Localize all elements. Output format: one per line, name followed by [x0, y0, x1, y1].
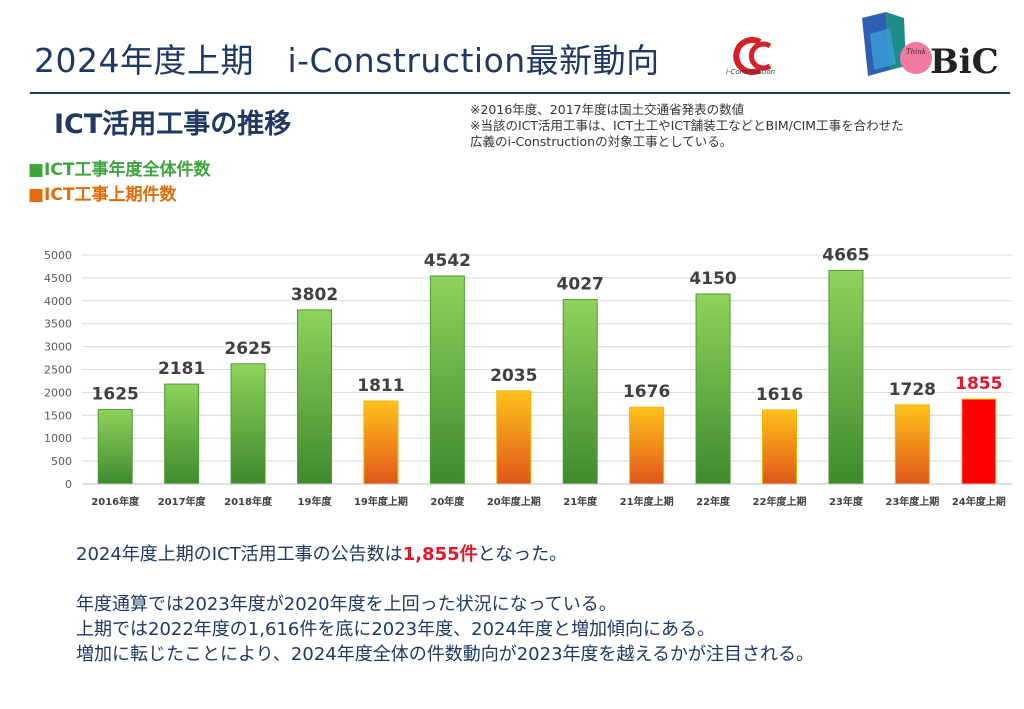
data-label: 4150: [689, 269, 736, 289]
chart-legend: ■ICT工事年度全体件数 ■ICT工事上期件数: [28, 158, 210, 208]
bar-annual: [297, 309, 332, 485]
bar-annual: [828, 269, 864, 485]
bar-annual: [695, 293, 731, 485]
x-tick-label: 23年度: [829, 495, 864, 508]
bic-logo: Think: [862, 12, 932, 76]
x-tick-label: 2017年度: [158, 495, 207, 508]
x-tick-label: 19年度: [298, 495, 333, 508]
bar-annual: [97, 409, 133, 485]
bar-annual: [562, 299, 598, 485]
bar-first_half: [496, 390, 532, 485]
page-title: 2024年度上期 i-Construction最新動向: [34, 41, 660, 80]
x-tick-label: 24年度上期: [952, 495, 1006, 508]
note-line-2: ※当該のICT活用工事は、ICT土工やICT舗装工などとBIM/CIM工事を合わ…: [470, 118, 904, 133]
y-tick-label: 1500: [44, 409, 72, 422]
data-label: 3802: [291, 285, 338, 305]
section-title: ICT活用工事の推移: [54, 109, 292, 140]
bar-first_half: [363, 400, 399, 485]
svg-text:Think: Think: [906, 48, 926, 56]
data-label: 1811: [357, 376, 404, 396]
bar-first_half: [762, 409, 797, 485]
bar-highlight: [961, 398, 997, 485]
source-note: ※2016年度、2017年度は国土交通省発表の数値 ※当該のICT活用工事は、I…: [470, 102, 1010, 150]
bar-annual: [429, 275, 465, 485]
summary-text: 2024年度上期のICT活用工事の公告数は1,855件となった。 年度通算では2…: [76, 542, 814, 667]
data-label: 2035: [490, 366, 537, 386]
x-tick-label: 20年度: [430, 495, 465, 508]
y-tick-label: 3000: [44, 341, 72, 354]
y-tick-label: 5000: [44, 249, 72, 262]
summary-highlight-count: 1,855件: [402, 544, 478, 565]
x-tick-label: 2016年度: [91, 495, 140, 508]
note-line-3: 広義のi-Constructionの対象工事としている。: [470, 134, 733, 149]
legend-first-half: ■ICT工事上期件数: [28, 185, 177, 205]
data-label: 2181: [158, 359, 205, 379]
y-tick-label: 2500: [44, 364, 72, 377]
i-construction-logo: [733, 37, 772, 75]
data-label: 4027: [557, 275, 604, 295]
title-divider: [30, 92, 1010, 94]
data-label: 4665: [822, 245, 869, 265]
bar-first_half: [629, 406, 665, 485]
summary-line-1-a: 2024年度上期のICT活用工事の公告数は: [76, 544, 403, 565]
bic-logo-text: BiC: [930, 42, 999, 82]
legend-annual: ■ICT工事年度全体件数: [28, 160, 211, 180]
x-tick-label: 2018年度: [224, 495, 273, 508]
y-tick-label: 500: [51, 455, 72, 468]
y-tick-label: 2000: [44, 386, 72, 399]
data-label: 1855: [955, 374, 1002, 394]
bar-first_half: [894, 404, 930, 485]
bar-annual: [230, 363, 266, 485]
data-label: 1616: [756, 385, 803, 405]
x-tick-label: 19年度上期: [354, 495, 408, 508]
y-tick-label: 1000: [44, 432, 72, 445]
summary-line-1-b: となった。: [477, 544, 568, 565]
x-tick-label: 23年度上期: [885, 495, 939, 508]
data-label: 4542: [424, 251, 471, 271]
y-tick-label: 3500: [44, 318, 72, 331]
x-tick-label: 20年度上期: [487, 495, 541, 508]
x-tick-label: 21年度: [563, 495, 598, 508]
ict-bar-chart: 0 500 1000 1500 2000 2500 3000 3500 4000 4500 5000…: [44, 245, 1012, 508]
summary-line-3: 上期では2022年度の1,616件を底に2023年度、2024年度と増加傾向にあ…: [76, 619, 715, 640]
x-tick-label: 22年度: [696, 495, 731, 508]
x-tick-label: 22年度上期: [753, 495, 807, 508]
data-label: 1728: [889, 380, 936, 400]
bar-annual: [164, 383, 200, 485]
summary-line-1: 2024年度上期のICT活用工事の公告数は1,855件となった。: [76, 542, 814, 567]
y-tick-label: 4000: [44, 295, 72, 308]
data-label: 1676: [623, 382, 670, 402]
x-tick-label: 21年度上期: [620, 495, 674, 508]
data-label: 1625: [92, 385, 139, 405]
data-label: 2625: [224, 339, 271, 359]
summary-line-2: 年度通算では2023年度が2020年度を上回った状況になっている。: [76, 594, 617, 615]
note-line-1: ※2016年度、2017年度は国土交通省発表の数値: [470, 102, 745, 117]
summary-line-4: 増加に転じたことにより、2024年度全体の件数動向が2023年度を越えるかが注目…: [76, 644, 814, 665]
i-construction-logo-caption: i-Construction: [726, 68, 776, 76]
y-tick-label: 0: [65, 478, 72, 491]
y-tick-label: 4500: [44, 272, 72, 285]
